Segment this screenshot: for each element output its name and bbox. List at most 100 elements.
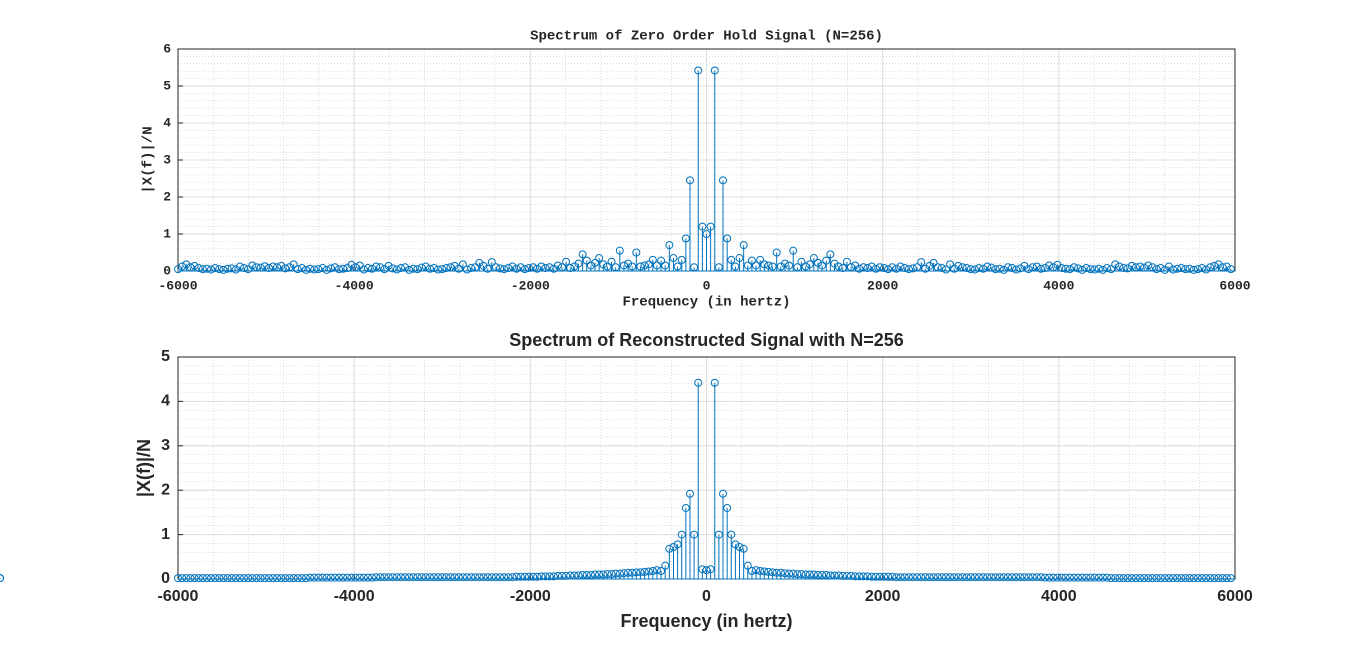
stem-marker <box>359 573 368 582</box>
stem-marker <box>830 571 839 580</box>
stem-marker <box>1032 262 1041 271</box>
stem-marker <box>661 561 670 570</box>
stem-marker <box>884 265 893 274</box>
stem-marker <box>178 574 187 583</box>
stem-marker <box>789 569 798 578</box>
stem-marker <box>479 573 488 582</box>
stem-marker <box>929 258 938 267</box>
stem-marker <box>557 571 566 580</box>
stem-marker <box>363 264 372 273</box>
stem-marker <box>1152 265 1161 274</box>
stem-marker <box>458 573 467 582</box>
stem-marker <box>0 574 4 583</box>
x-tick-label: 2000 <box>867 278 898 293</box>
stem-marker <box>921 573 930 582</box>
stem-marker <box>648 255 657 264</box>
stem-marker <box>446 573 455 582</box>
stem-marker <box>917 573 926 582</box>
stem-marker <box>1069 263 1078 272</box>
stem-marker <box>578 571 587 580</box>
stem-marker <box>1185 264 1194 273</box>
stem-marker <box>991 573 1000 582</box>
stem-marker <box>545 572 554 581</box>
stem-marker <box>409 264 418 273</box>
stem-marker <box>1094 264 1103 273</box>
stem-marker <box>752 261 761 270</box>
stem-marker <box>756 567 765 576</box>
stem-marker <box>215 265 224 274</box>
stem-marker <box>1094 573 1103 582</box>
stem-marker <box>496 573 505 582</box>
stem-marker <box>867 572 876 581</box>
stem-marker <box>376 263 385 272</box>
stem-marker <box>1189 265 1198 274</box>
stem-marker <box>1119 574 1128 583</box>
stem-marker <box>376 573 385 582</box>
stem-marker <box>752 566 761 575</box>
stem-marker <box>698 222 707 231</box>
stem-marker <box>318 573 327 582</box>
stem-marker <box>186 574 195 583</box>
stem-marker <box>979 264 988 273</box>
stem-marker <box>871 572 880 581</box>
stem-marker <box>417 263 426 272</box>
stem-marker <box>227 264 236 273</box>
stem-marker <box>1140 263 1149 272</box>
stem-marker <box>174 265 182 274</box>
stem-marker <box>1160 574 1169 583</box>
stem-marker <box>314 265 323 274</box>
stem-marker <box>330 573 339 582</box>
stem-marker <box>970 573 979 582</box>
stem-marker <box>731 262 740 271</box>
stem-marker <box>268 262 277 271</box>
stem-marker <box>190 574 199 583</box>
stem-marker <box>372 262 381 271</box>
stem-marker <box>194 574 203 583</box>
stem-marker <box>301 265 310 274</box>
stem-marker <box>776 568 785 577</box>
stem-marker <box>277 574 286 583</box>
stem-marker <box>355 261 364 270</box>
stem-marker <box>256 263 265 272</box>
stem-marker <box>1193 574 1202 583</box>
stem-marker <box>950 264 959 273</box>
stem-marker <box>463 265 472 274</box>
stem-marker <box>533 264 542 273</box>
stem-marker <box>524 264 533 273</box>
stem-marker <box>619 569 628 578</box>
stem-marker <box>855 572 864 581</box>
stem-marker <box>1045 261 1054 270</box>
stem-marker <box>467 573 476 582</box>
stem-marker <box>450 261 459 270</box>
stem-marker <box>244 574 253 583</box>
stem-marker <box>1218 574 1227 583</box>
stem-marker <box>644 567 653 576</box>
stem-marker <box>871 264 880 273</box>
x-tick-label: 6000 <box>1219 278 1250 293</box>
stem-marker <box>768 568 777 577</box>
stem-marker <box>570 571 579 580</box>
stem-marker <box>529 572 538 581</box>
stem-marker <box>207 265 216 274</box>
stem-marker <box>545 263 554 272</box>
y-tick-label: 1 <box>161 526 170 543</box>
stem-marker <box>1131 263 1140 272</box>
stem-marker <box>454 573 463 582</box>
stem-marker <box>396 264 405 273</box>
stem-marker <box>941 265 950 274</box>
stem-marker <box>372 573 381 582</box>
y-axis-label: |X(f)|/N <box>134 439 154 497</box>
stem-marker <box>388 264 397 273</box>
x-tick-label: -4000 <box>335 278 374 293</box>
stem-marker <box>706 222 715 231</box>
stem-marker <box>1049 573 1058 582</box>
stem-marker <box>1107 265 1116 274</box>
stem-marker <box>553 571 562 580</box>
stem-marker <box>1169 265 1178 274</box>
stem-marker <box>301 574 310 583</box>
stem-marker <box>970 265 979 274</box>
stem-marker <box>946 260 955 269</box>
stem-marker <box>983 262 992 271</box>
stem-marker <box>483 573 492 582</box>
